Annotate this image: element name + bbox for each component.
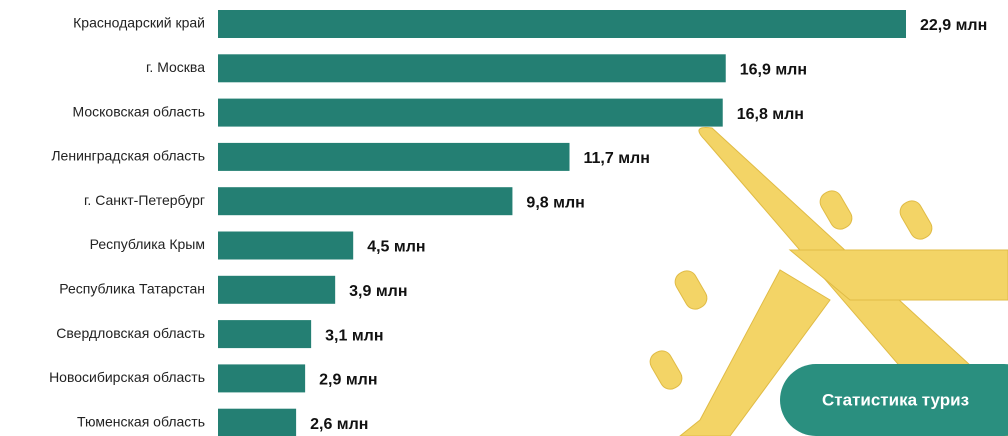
airplane xyxy=(649,127,1008,436)
bar xyxy=(218,187,513,216)
category-label: Новосибирская область xyxy=(49,369,205,385)
category-label: Республика Татарстан xyxy=(59,281,205,297)
bar xyxy=(218,142,570,171)
category-label: Краснодарский край xyxy=(73,15,205,31)
value-label: 3,9 млн xyxy=(349,283,407,300)
button[interactable] xyxy=(780,364,1008,436)
category-label: Республика Крым xyxy=(90,236,205,252)
value-label: 3,1 млн xyxy=(325,327,383,344)
bar xyxy=(218,98,723,127)
bar xyxy=(218,408,297,436)
category-label: Ленинградская область xyxy=(51,148,205,164)
category-label: г. Санкт-Петербург xyxy=(84,192,205,208)
value-label: 16,9 млн xyxy=(740,62,807,79)
value-label: 9,8 млн xyxy=(526,194,584,211)
category-label: Свердловская область xyxy=(56,325,205,341)
bar xyxy=(218,320,312,349)
category-label: Тюменская область xyxy=(77,413,205,429)
value-label: 4,5 млн xyxy=(367,239,425,256)
bar xyxy=(218,231,354,260)
bar xyxy=(218,54,726,83)
value-label: 2,6 млн xyxy=(310,416,368,433)
button-label[interactable]: Статистика туриз xyxy=(822,390,969,409)
bar xyxy=(218,364,306,393)
category-label: г. Москва xyxy=(146,59,205,75)
bar xyxy=(218,275,336,304)
bar xyxy=(218,10,906,38)
value-label: 16,8 млн xyxy=(737,106,804,123)
category-label: Московская область xyxy=(73,103,205,119)
plot-area: Краснодарский край 22,9 млн г. Москва 16,9 … xyxy=(49,10,987,436)
value-label: 2,9 млн xyxy=(319,372,377,389)
value-label: 11,7 млн xyxy=(584,150,650,167)
value-label: 22,9 млн xyxy=(920,17,987,34)
